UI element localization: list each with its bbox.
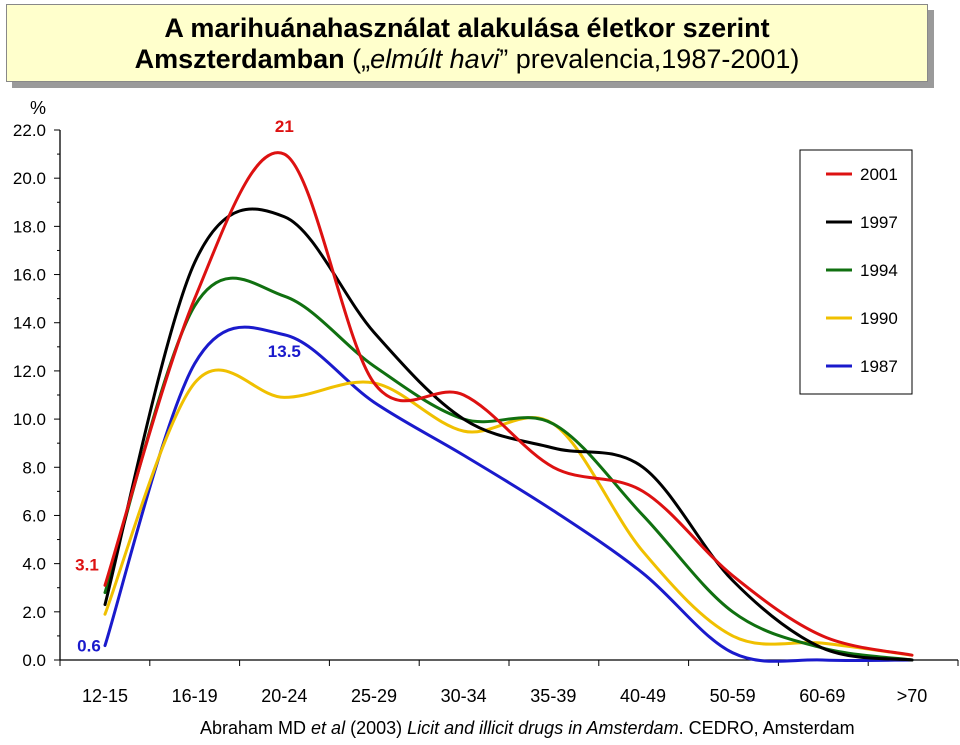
y-tick-label: 16.0	[13, 266, 46, 285]
data-label: 3.1	[75, 555, 99, 574]
y-tick-label: 4.0	[22, 555, 46, 574]
series-lines	[103, 151, 914, 663]
x-tick-label: 60-69	[799, 686, 845, 706]
citation-publisher: . CEDRO, Amsterdam	[678, 718, 855, 738]
title-open-quote: („	[344, 44, 371, 74]
x-tick-label: 30-34	[441, 686, 487, 706]
x-tick-label: 12-15	[82, 686, 128, 706]
chart-title-line1: A marihuánahasználat alakulása életkor s…	[164, 13, 770, 43]
title-city: Amszterdamban	[134, 44, 345, 74]
y-tick-label: 2.0	[22, 603, 46, 622]
legend-label-1990: 1990	[860, 309, 898, 328]
legend-label-1997: 1997	[860, 213, 898, 232]
legend-label-1987: 1987	[860, 357, 898, 376]
y-tick-label: 0.0	[22, 651, 46, 670]
legend-label-1994: 1994	[860, 261, 898, 280]
citation-etal: et al	[311, 718, 346, 738]
x-tick-label: 20-24	[261, 686, 307, 706]
x-tick-label: 40-49	[620, 686, 666, 706]
data-label: 13.5	[268, 342, 301, 361]
series-line-1987	[103, 325, 914, 663]
annotations: 21 13.5 3.1 0.6	[75, 117, 301, 655]
legend: 2001 1997 1994 1990 1987	[799, 149, 913, 395]
y-tick-label: 22.0	[13, 121, 46, 140]
data-label: 21	[275, 117, 294, 136]
chart-title-line2: Amszterdamban („elmúlt havi” prevalencia…	[7, 43, 927, 75]
y-tick-label: 8.0	[22, 458, 46, 477]
x-tick-label: 50-59	[710, 686, 756, 706]
x-tick-label: 25-29	[351, 686, 397, 706]
y-tick-label: 18.0	[13, 217, 46, 236]
axes: 0.0 2.0 4.0 6.0 8.0 10.0 12.0 14.0 16.0 18.0 20.0 2…	[13, 98, 959, 706]
x-tick-label: 16-19	[172, 686, 218, 706]
y-tick-label: 14.0	[13, 314, 46, 333]
series-line-1990	[103, 368, 914, 657]
y-tick-label: 10.0	[13, 410, 46, 429]
citation-year: (2003)	[345, 718, 408, 738]
citation-authors: Abraham MD	[200, 718, 312, 738]
data-label: 0.6	[77, 637, 101, 656]
y-tick-label: 12.0	[13, 362, 46, 381]
citation: Abraham MD et al (2003) Licit and illici…	[200, 718, 855, 739]
y-axis-label: %	[30, 98, 46, 118]
title-italic: elmúlt havi	[370, 44, 500, 74]
x-tick-label: >70	[897, 686, 928, 706]
series-line-1994	[103, 276, 914, 662]
citation-work: Licit and illicit drugs in Amsterdam	[407, 718, 679, 738]
y-tick-label: 6.0	[22, 506, 46, 525]
y-tick-label: 20.0	[13, 169, 46, 188]
series-line-1997	[103, 207, 914, 662]
series-line-2001	[103, 151, 914, 657]
title-rest: ” prevalencia,1987-2001)	[499, 44, 800, 74]
legend-label-2001: 2001	[860, 165, 898, 184]
x-tick-label: 35-39	[530, 686, 576, 706]
legend-box	[799, 149, 913, 395]
chart-title-box: A marihuánahasználat alakulása életkor s…	[6, 4, 928, 82]
